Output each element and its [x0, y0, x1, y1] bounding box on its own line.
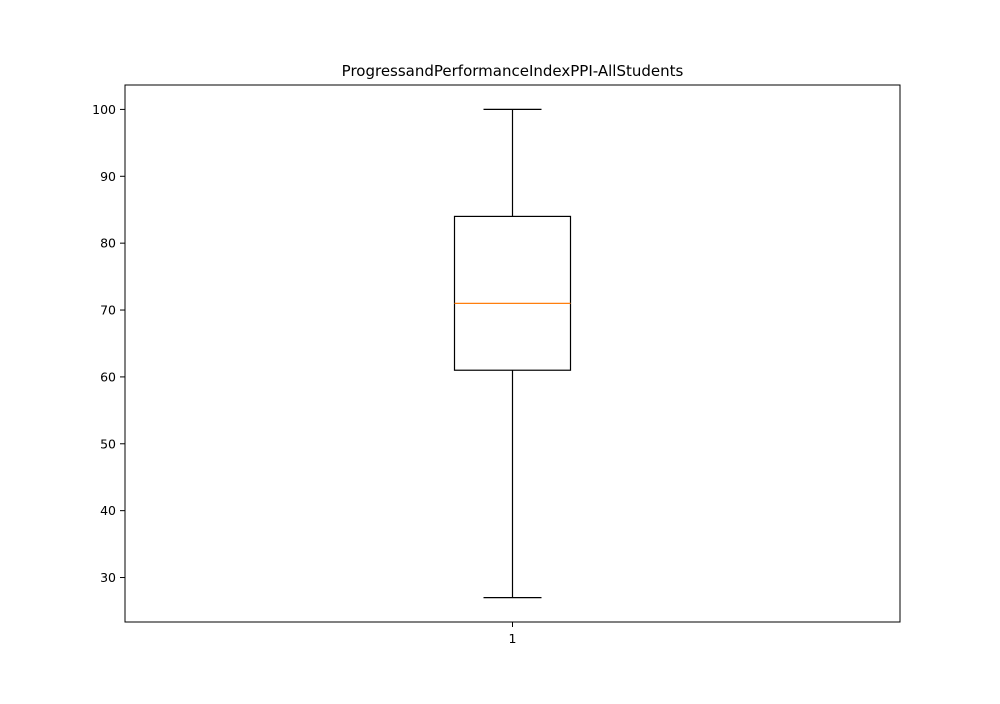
y-tick-label: 60: [100, 369, 116, 384]
x-tick-label: 1: [509, 631, 517, 646]
y-tick-label: 90: [100, 169, 116, 184]
chart-title: ProgressandPerformanceIndexPPI-AllStuden…: [342, 62, 684, 80]
y-tick-label: 80: [100, 236, 116, 251]
plot-area: 30 40 50 60 70 80 90 100 1: [92, 84, 901, 646]
y-tick-label: 30: [100, 570, 116, 585]
y-tick-label: 70: [100, 303, 116, 318]
y-tick-label: 50: [100, 436, 116, 451]
interquartile-box: [453, 215, 572, 371]
y-tick-label: 40: [100, 503, 116, 518]
y-tick-label: 100: [92, 102, 116, 117]
